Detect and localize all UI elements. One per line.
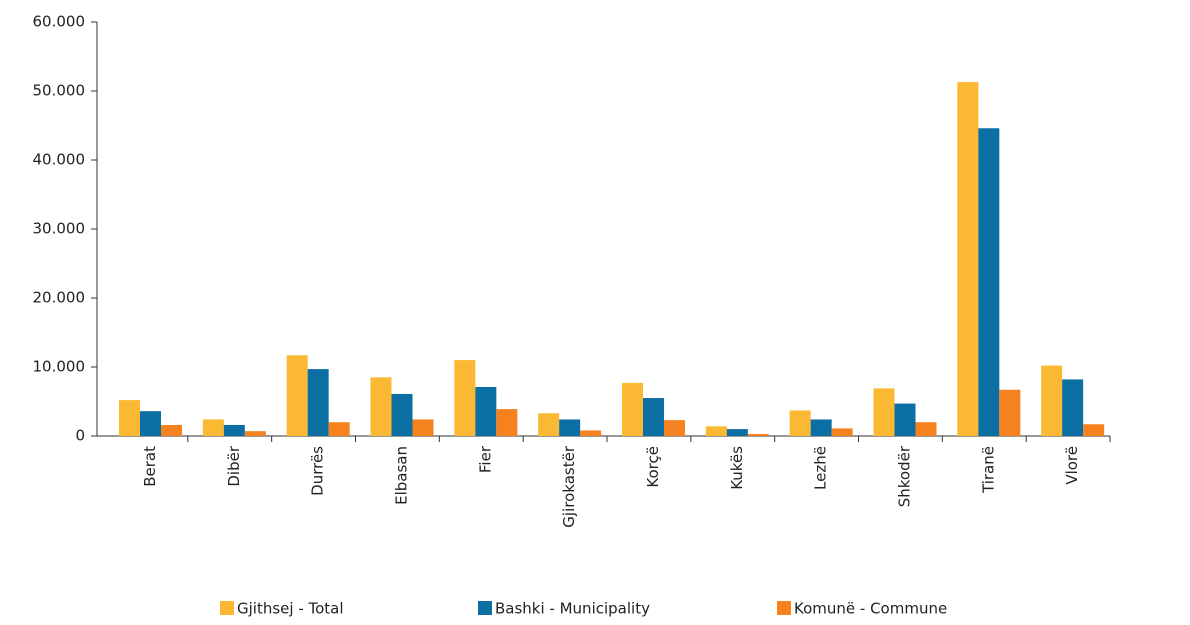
bar [622,382,643,436]
bar [370,377,392,436]
bar [915,422,937,436]
bar [202,419,224,436]
bar [454,360,476,436]
bar [789,410,811,436]
y-tick-label: 10.000 [33,358,86,376]
bar [328,422,350,436]
x-tick-label: Berat [141,446,159,487]
legend-label: Gjithsej - Total [237,600,344,618]
bar [412,419,434,436]
bar [831,428,853,436]
bar [747,433,769,436]
bar [496,409,518,436]
x-tick-label: Dibër [225,445,243,486]
x-tick-label: Tiranë [979,446,997,494]
bar [1062,379,1084,436]
bar [1041,365,1063,436]
bar [223,424,245,436]
bar [391,393,413,436]
y-tick-label: 60.000 [33,13,86,31]
bar [705,426,727,436]
x-tick-label: Vlorë [1063,446,1081,485]
bar [307,369,329,436]
bar [475,387,497,436]
bar [957,82,979,436]
x-tick-label: Korçë [644,446,662,488]
bar [1083,424,1105,436]
x-tick-label: Shkodër [896,445,914,507]
y-tick-label: 40.000 [33,151,86,169]
x-tick-label: Gjirokastër [560,445,578,528]
bar [161,424,182,436]
x-tick-label: Kukës [728,446,746,490]
bar [894,403,916,436]
legend-label: Bashki - Municipality [495,600,650,618]
legend-label: Komunë - Commune [794,600,947,618]
y-tick-label: 50.000 [33,82,86,100]
bar [140,411,161,436]
x-tick-label: Lezhë [812,446,830,490]
x-tick-label: Elbasan [393,446,411,505]
x-tick-label: Durrës [309,446,327,496]
bar [559,419,581,436]
bar [119,400,140,436]
bar [726,429,748,436]
legend-swatch [777,601,791,615]
bar [643,398,664,436]
bar [978,128,1000,436]
legend-swatch [478,601,492,615]
bar [999,389,1021,436]
y-tick-label: 30.000 [33,220,86,238]
bar [244,431,266,436]
legend-swatch [220,601,234,615]
bar [580,430,602,436]
bar [873,388,895,436]
bar [538,413,560,436]
bar [664,420,685,436]
y-tick-label: 0 [75,427,85,445]
y-tick-label: 20.000 [33,289,86,307]
bar [286,355,308,436]
bar [810,419,832,436]
x-tick-label: Fier [476,445,494,473]
